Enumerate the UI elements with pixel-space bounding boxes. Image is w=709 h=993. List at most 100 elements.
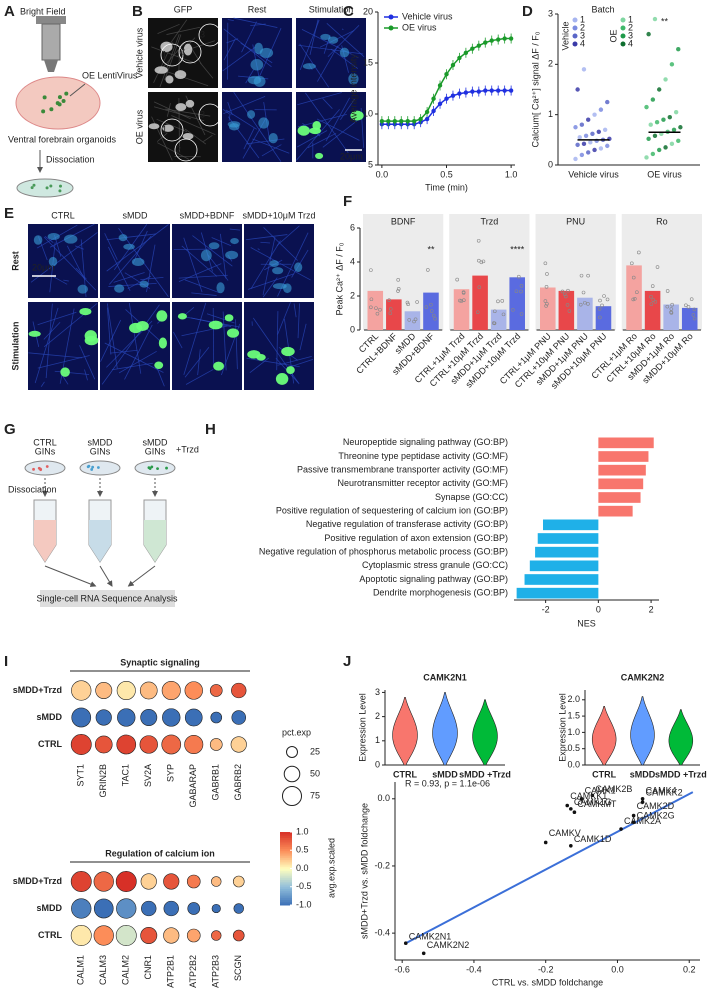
y-tick-label: Apoptotic signaling pathway (GO:BP)	[359, 574, 508, 584]
data-point	[573, 810, 577, 814]
data-point	[655, 120, 659, 124]
data-point	[502, 88, 506, 92]
x-tick-label: 1.0	[505, 169, 518, 179]
legend-marker	[621, 26, 626, 31]
colorbar-label: 0.5	[296, 845, 309, 855]
violin	[473, 700, 498, 765]
column-label: sMDD+BDNF	[180, 210, 235, 220]
panel-letter: B	[132, 3, 143, 20]
data-point	[676, 139, 680, 143]
dish	[135, 461, 175, 475]
cell-body	[48, 233, 60, 240]
row-label: sMDD	[36, 712, 62, 722]
cell	[49, 107, 53, 111]
data-point	[457, 91, 461, 95]
dot	[71, 899, 91, 919]
column-label: ATP2B3	[211, 955, 221, 988]
group-title: Ro	[656, 216, 668, 226]
cell-body	[34, 235, 43, 245]
cell	[43, 95, 47, 99]
data-point	[483, 40, 487, 44]
data-point	[657, 87, 661, 91]
data-point	[663, 145, 667, 149]
dot	[187, 875, 200, 888]
cell-body	[136, 321, 149, 331]
cell-label: 2	[176, 144, 181, 154]
y-tick-label: 0.0	[377, 793, 390, 803]
cell	[39, 468, 42, 471]
data-point	[380, 119, 384, 123]
cell	[58, 95, 62, 99]
dot	[210, 684, 222, 696]
bar	[598, 479, 643, 490]
cell-body	[247, 350, 260, 359]
point-label: CAMKK2	[646, 788, 683, 798]
cell	[41, 109, 45, 113]
panel-letter: I	[4, 653, 8, 670]
data-point	[451, 93, 455, 97]
legend-title: avg.exp.scaled	[326, 838, 336, 898]
column-label: Stimulation	[309, 4, 354, 14]
column-label: CALM1	[76, 955, 86, 985]
column-label: CALM2	[121, 955, 131, 985]
dot	[188, 902, 200, 914]
bar	[559, 291, 575, 330]
x-axis-label: Time (min)	[425, 182, 468, 192]
y-tick-label: 4	[350, 256, 355, 266]
column-label: SYP	[166, 764, 176, 782]
column-label: SV2A	[143, 764, 153, 787]
cell-body	[228, 121, 241, 127]
bar	[682, 308, 698, 330]
dot	[141, 901, 156, 916]
dot	[211, 931, 221, 941]
cell-body	[286, 366, 295, 374]
data-point	[565, 804, 569, 808]
data-point	[477, 43, 481, 47]
bar	[663, 305, 679, 331]
panel-letter: J	[343, 653, 351, 670]
cell-label: 1	[162, 49, 167, 59]
group-label: GINs	[90, 446, 111, 456]
dot	[232, 711, 246, 725]
dot	[233, 930, 244, 941]
bar	[530, 561, 599, 572]
cell	[46, 186, 49, 189]
y-tick-label: Neurotransmitter receptor activity (GO:M…	[337, 478, 508, 488]
row-label: Vehicle virus	[134, 27, 144, 78]
dot	[141, 709, 157, 725]
point-label: CAMKMT	[577, 799, 616, 809]
y-tick-label: Positive regulation of sequestering of c…	[276, 506, 508, 516]
cell-body	[209, 321, 223, 330]
cell	[32, 184, 35, 187]
violin	[669, 710, 693, 765]
legend-marker	[621, 34, 626, 39]
significance: ****	[510, 244, 525, 254]
row-label: OE virus	[134, 109, 144, 144]
y-axis-label: Peak Ca²⁺ ΔF / F₀	[334, 242, 344, 315]
cell	[62, 99, 66, 103]
legend-label: 4	[628, 38, 633, 48]
micrograph	[28, 224, 98, 298]
data-point	[599, 107, 603, 111]
cell	[58, 189, 61, 192]
dot	[185, 682, 203, 700]
y-tick-label: -0.2	[374, 860, 390, 870]
y-tick-label: 0	[375, 759, 380, 769]
dot	[233, 876, 244, 887]
panel-letter: H	[205, 421, 216, 438]
cell-body	[269, 260, 278, 267]
colorbar-label: 1.0	[296, 826, 309, 836]
data-point	[586, 150, 590, 154]
chart-title: CAMK2N2	[621, 672, 665, 682]
y-tick-label: Threonine type peptidase activity (GO:MF…	[338, 451, 508, 461]
group-label: GINs	[145, 446, 166, 456]
data-point	[605, 144, 609, 148]
data-point	[438, 83, 442, 87]
cell-body	[29, 331, 41, 337]
cell-body	[175, 70, 187, 79]
dot	[141, 874, 157, 890]
row-label: CTRL	[38, 739, 62, 749]
x-tick-label: sMDD +Trzd	[655, 769, 707, 779]
cell	[156, 467, 159, 470]
